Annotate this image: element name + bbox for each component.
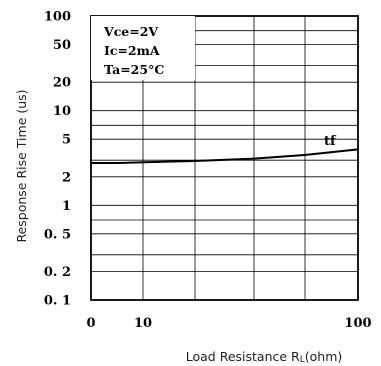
series-label-tf: tf <box>324 134 337 149</box>
annotation-ic: Ic=2mA <box>104 43 160 58</box>
y-tick-label-8: 0. 2 <box>44 265 71 280</box>
annotation-vce: Vce=2V <box>103 24 158 39</box>
plot-frame <box>90 15 359 301</box>
y-tick-label-3: 10 <box>53 104 71 119</box>
y-tick-label-5: 2 <box>62 170 71 185</box>
y-tick-label-7: 0. 5 <box>44 227 71 242</box>
annotation-box <box>91 16 195 80</box>
x-tick-label-2: 100 <box>344 316 371 331</box>
y-tick-label-9: 0. 1 <box>44 294 71 309</box>
x-tick-label-1: 10 <box>134 316 152 331</box>
series-layer: tf <box>91 134 359 164</box>
y-tick-label-0: 100 <box>44 10 71 25</box>
y-tick-label-1: 50 <box>53 38 71 53</box>
axes <box>90 15 359 301</box>
y-axis-title: Response Rise Time (us) <box>14 89 29 242</box>
x-axis-title-main: Load Resistance R <box>186 349 300 364</box>
y-tick-label-4: 5 <box>62 133 71 148</box>
x-tick-label-0: 0 <box>86 316 95 331</box>
annotation-ta: Ta=25°C <box>104 62 164 77</box>
label-layer: 100 50 20 10 5 2 1 0. 5 0. 2 0. 1 0 10 100 <box>44 10 372 332</box>
x-axis-title-end: (ohm) <box>305 349 343 364</box>
series-line-tf <box>91 148 359 164</box>
x-axis-title: Load Resistance RL(ohm) <box>186 349 343 365</box>
y-tick-label-6: 1 <box>62 199 71 214</box>
x-axis-title-sub: L <box>300 355 305 365</box>
y-tick-label-2: 20 <box>53 76 71 91</box>
